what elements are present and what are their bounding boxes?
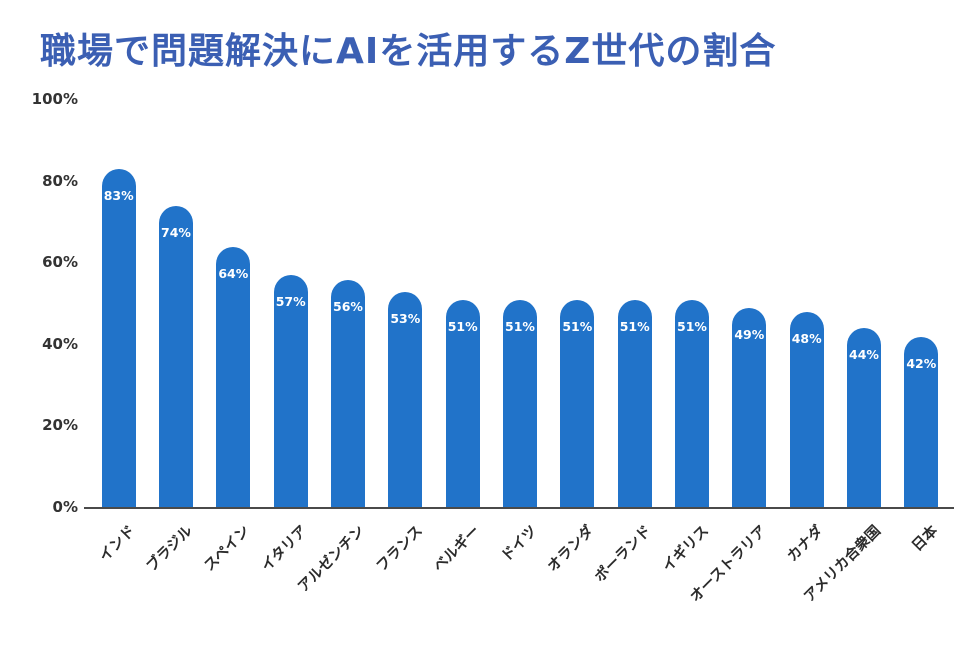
y-tick-label: 40% <box>42 334 78 353</box>
bar-value-label: 74% <box>161 225 191 241</box>
x-tick-label: オランダ <box>545 522 598 576</box>
x-tick-label: イギリス <box>659 522 713 576</box>
bar: 51% <box>560 299 595 508</box>
bar-value-label: 51% <box>447 318 478 334</box>
x-tick-label: 日本 <box>909 522 942 555</box>
x-tick-label: ブラジル <box>144 522 197 575</box>
bar: 53% <box>388 291 423 508</box>
bar: 49% <box>732 308 767 508</box>
bar-value-label: 56% <box>333 298 363 314</box>
bar-value-label: 51% <box>562 318 593 334</box>
bar: 48% <box>789 312 824 508</box>
bar-value-label: 48% <box>791 331 822 347</box>
bar-value-label: 42% <box>906 355 937 371</box>
bar-value-label: 51% <box>677 318 707 334</box>
y-tick-label: 20% <box>42 416 78 435</box>
y-tick-label: 80% <box>42 171 78 190</box>
bar-value-label: 64% <box>218 265 249 281</box>
y-tick-label: 100% <box>31 90 78 108</box>
bar-value-label: 49% <box>734 327 765 343</box>
bar-value-label: 51% <box>505 318 535 334</box>
y-tick-label: 60% <box>42 253 78 272</box>
x-tick-label: フランス <box>373 522 426 575</box>
bar: 51% <box>617 299 652 508</box>
bar: 51% <box>445 299 480 508</box>
bar: 44% <box>847 328 881 508</box>
bar: 51% <box>503 299 537 508</box>
x-tick-label: インド <box>96 522 139 565</box>
bar: 74% <box>159 206 193 508</box>
bar: 64% <box>216 246 251 508</box>
y-tick-label: 0% <box>52 498 78 516</box>
bar-value-label: 51% <box>619 318 650 334</box>
bar-value-label: 44% <box>849 347 879 363</box>
bar-value-label: 53% <box>390 310 421 326</box>
x-tick-label: スペイン <box>201 522 254 575</box>
x-axis-line <box>84 507 954 509</box>
bar: 56% <box>331 279 365 508</box>
chart-title: 職場で問題解決にAIを活用するZ世代の割合 <box>40 31 777 72</box>
x-tick-label: ベルギー <box>430 522 483 576</box>
x-tick-label: イタリア <box>258 522 311 575</box>
x-tick-label: ポーランド <box>592 522 655 586</box>
bar: 51% <box>675 299 709 508</box>
x-tick-label: ドイツ <box>498 522 541 565</box>
bar: 42% <box>904 336 939 508</box>
bar-value-label: 83% <box>103 188 134 204</box>
bar: 57% <box>273 275 308 508</box>
bar: 83% <box>101 169 136 508</box>
x-tick-label: カナダ <box>784 522 827 565</box>
bar-value-label: 57% <box>275 294 306 310</box>
